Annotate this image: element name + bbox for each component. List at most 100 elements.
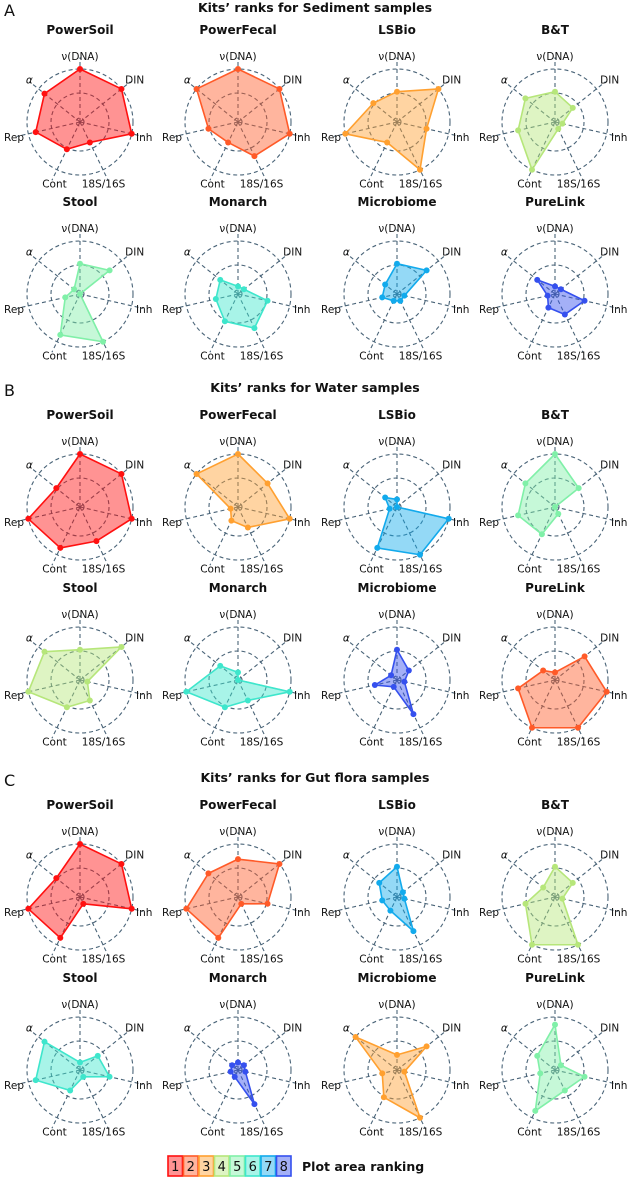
data-point-Inh (264, 297, 271, 304)
data-point-Inh (264, 900, 271, 907)
axis-line (526, 1069, 556, 1129)
grid-ring (26, 68, 134, 176)
axis-label: Inh (294, 304, 310, 316)
data-point-Inh (401, 1068, 408, 1075)
data-point-Rep (32, 129, 39, 136)
radar-chart-powerfecal: PowerFecal ν(DNA) DIN Inh 18S/16S Cont Rep α (162, 798, 310, 965)
data-point-18S/16S (251, 325, 258, 332)
radar-chart-purelink: PureLink ν(DNA) DIN Inh 18S/16S Cont Rep α (479, 971, 627, 1138)
data-point-α (205, 870, 212, 877)
axis-line (187, 253, 239, 295)
panel-A: A Kits’ ranks for Sediment samples PowerSo… (4, 0, 627, 362)
axis-line (368, 679, 398, 739)
kit-name: Microbiome (358, 971, 437, 985)
data-polygon (344, 88, 440, 171)
kit-name: PowerFecal (199, 408, 276, 422)
axis-line (187, 856, 239, 898)
axis-label: Rep (321, 132, 341, 144)
data-point-18S/16S (80, 1073, 87, 1080)
grid-ring (26, 453, 134, 561)
axis-line (29, 856, 81, 898)
axis-label: 18S/16S (557, 1126, 601, 1138)
axis-label: ν(DNA) (536, 826, 573, 838)
axis-line (554, 679, 619, 695)
axis-line (237, 466, 289, 508)
axis-line (333, 293, 398, 309)
axis-label: α (184, 633, 191, 645)
axis-line (237, 896, 302, 912)
axis-line (504, 81, 556, 123)
grid-ring (26, 1016, 134, 1124)
axis-line (554, 1069, 619, 1085)
kit-name: B&T (541, 798, 570, 812)
grid-ring (184, 240, 292, 348)
data-point-DIN (394, 504, 400, 510)
axis-label: ν(DNA) (61, 999, 98, 1011)
axis-line (504, 856, 556, 898)
axis-line (368, 1069, 398, 1129)
grid-ring (184, 626, 292, 734)
axis-label: 18S/16S (82, 350, 126, 362)
axis-label: Cont (42, 953, 67, 965)
grid-ring (550, 117, 560, 127)
axis-label: Cont (42, 736, 67, 748)
axis-label: Rep (321, 1080, 341, 1092)
axis-label: Rep (4, 1080, 24, 1092)
data-point-DIN (399, 889, 406, 896)
data-point-α (217, 276, 224, 283)
grid-ring (392, 289, 402, 299)
axis-line (333, 121, 398, 137)
data-point-18S/16S (416, 551, 423, 558)
data-point-DIN (405, 667, 412, 674)
axis-label: α (26, 850, 33, 862)
data-polygon (195, 68, 291, 157)
data-point-Inh (242, 1068, 249, 1075)
legend-rank-label: 6 (249, 1160, 257, 1175)
grid-ring (233, 117, 243, 127)
data-point-18S/16S (93, 538, 100, 545)
axis-line (526, 896, 556, 956)
axis-label: 18S/16S (399, 350, 443, 362)
data-point-DIN (118, 860, 125, 867)
axis-label: Cont (359, 178, 384, 190)
axis-line (51, 506, 81, 566)
data-point-Rep (342, 130, 349, 137)
axis-label: Rep (321, 907, 341, 919)
kit-name: Stool (63, 971, 98, 985)
data-point-Inh (401, 292, 408, 299)
axis-label: Cont (517, 563, 542, 575)
axis-label: Rep (162, 517, 182, 529)
axis-line (491, 506, 556, 522)
axis-label: Inh (294, 517, 310, 529)
axis-line (29, 81, 81, 123)
data-point-Inh (559, 895, 566, 902)
axis-label: Inh (294, 907, 310, 919)
axis-label: 18S/16S (399, 953, 443, 965)
axis-line (368, 896, 398, 956)
axis-line (174, 679, 239, 695)
data-point-DIN (276, 860, 283, 867)
axis-label: Inh (294, 690, 310, 702)
axis-label: Cont (359, 563, 384, 575)
axis-label: DIN (125, 1023, 144, 1035)
radar-chart-monarch: Monarch ν(DNA) DIN Inh 18S/16S Cont Rep α (162, 195, 310, 362)
data-point-ν(DNA) (235, 283, 241, 290)
axis-label: Inh (453, 1080, 469, 1092)
radar-chart-powerfecal: PowerFecal ν(DNA) DIN Inh 18S/16S Cont Rep α (162, 408, 310, 575)
axis-line (187, 466, 239, 508)
grid-ring (550, 892, 560, 902)
axis-line (526, 679, 556, 739)
axis-line (237, 506, 302, 522)
axis-label: α (501, 247, 508, 259)
radar-chart-lsbio: LSBio ν(DNA) DIN Inh 18S/16S Cont Rep α (321, 408, 469, 575)
data-point-Rep (25, 515, 32, 522)
kit-name: Microbiome (358, 581, 437, 595)
axis-label: DIN (125, 633, 144, 645)
axis-line (554, 506, 619, 522)
axis-line (79, 121, 144, 137)
axis-label: Inh (453, 132, 469, 144)
data-polygon (34, 1040, 111, 1092)
axis-line (396, 679, 461, 695)
grid-ring (75, 675, 85, 685)
axis-label: 18S/16S (240, 350, 284, 362)
